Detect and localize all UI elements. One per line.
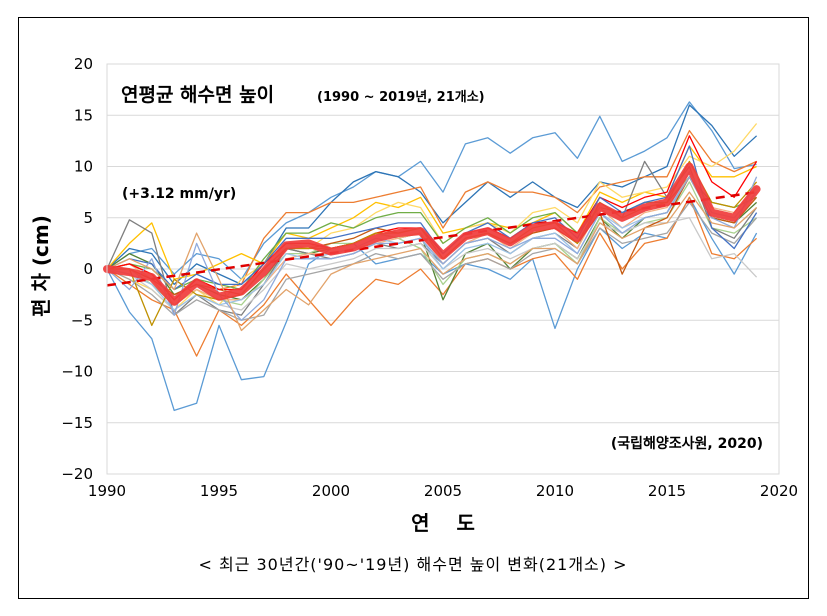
figure-caption: < 최근 30년간('90~'19년) 해수면 높이 변화(21개소) > (198, 555, 627, 574)
station-line-21 (106, 191, 758, 332)
station-line-8 (106, 176, 757, 291)
trend-annotation: (+3.12 mm/yr) (122, 186, 236, 202)
chart-subtitle: (1990 ~ 2019년, 21개소) (317, 90, 485, 105)
y-tick-label: 10 (74, 158, 93, 176)
x-tick-label: 2000 (312, 482, 350, 500)
y-tick-label: 5 (83, 209, 93, 227)
station-line-7 (106, 123, 758, 311)
x-tick-labels: 1990 1995 2000 2005 2010 2015 2020 (88, 482, 798, 500)
station-line-4 (106, 196, 758, 357)
y-tick-label: 20 (74, 55, 93, 73)
station-line-1 (106, 196, 758, 412)
y-tick-labels: 20 15 10 5 0 −5 −10 −15 −20 (61, 55, 93, 483)
y-tick-label: 15 (74, 106, 93, 124)
y-tick-label: −20 (61, 465, 93, 483)
x-tick-label: 2005 (424, 482, 462, 500)
station-line-2 (106, 101, 757, 280)
y-tick-label: −10 (61, 363, 93, 381)
y-axis-label: 편 차 (cm) (29, 215, 53, 317)
station-line-12 (106, 201, 758, 321)
station-line-6 (106, 145, 757, 280)
average-series (103, 162, 761, 306)
gridlines (107, 114, 779, 424)
plot-border (106, 63, 780, 475)
source-label: (국립해양조사원, 2020) (611, 436, 763, 452)
y-tick-label: −15 (61, 414, 93, 432)
station-line-20 (106, 176, 758, 321)
x-axis-label: 연 도 (411, 511, 485, 535)
x-tick-label: 1990 (88, 482, 126, 500)
chart-title: 연평균 해수면 높이 (121, 84, 274, 106)
average-line (103, 162, 761, 306)
y-tick-label: −5 (71, 311, 93, 329)
x-tick-label: 1995 (200, 482, 238, 500)
x-tick-label: 2010 (536, 482, 574, 500)
x-tick-label: 2020 (760, 482, 798, 500)
x-tick-label: 2015 (648, 482, 686, 500)
y-tick-label: 0 (83, 260, 93, 278)
